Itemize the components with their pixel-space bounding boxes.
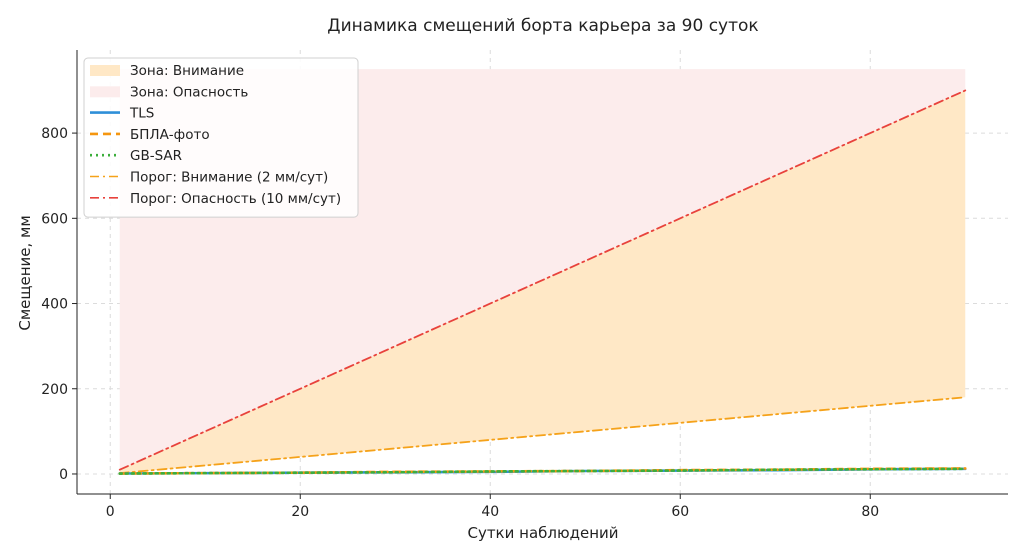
- series-line: [118, 467, 967, 475]
- legend-label: Зона: Опасность: [130, 84, 248, 100]
- x-tick-label: 20: [291, 504, 309, 520]
- legend-label: Порог: Внимание (2 мм/сут): [130, 170, 328, 186]
- y-axis-title: Смещение, мм: [16, 215, 34, 330]
- x-axis-title: Сутки наблюдений: [467, 524, 618, 542]
- legend-label: GB-SAR: [130, 148, 182, 164]
- zone-area: [119, 90, 966, 474]
- legend-swatch: [90, 86, 120, 98]
- series-line: [118, 89, 967, 471]
- series-line: [118, 396, 967, 475]
- legend-label: Порог: Опасность (10 мм/сут): [130, 191, 341, 207]
- x-tick-label: 60: [671, 504, 689, 520]
- y-tick-label: 0: [59, 467, 68, 483]
- x-tick-label: 40: [481, 504, 499, 520]
- legend-swatch: [90, 65, 120, 76]
- legend: Зона: Внимание Зона: Опасность TLS БПЛА-фот…: [83, 57, 359, 218]
- legend-label: БПЛА-фото: [130, 127, 210, 143]
- y-tick-label: 400: [41, 297, 68, 313]
- legend-box: [83, 57, 359, 218]
- legend-label: TLS: [129, 106, 154, 122]
- axes: [76, 50, 1008, 495]
- y-tick-label: 200: [41, 382, 68, 398]
- legend-label: Зона: Внимание: [130, 63, 244, 79]
- x-tick-label: 0: [106, 504, 115, 520]
- y-tick-label: 600: [41, 211, 68, 227]
- x-tick-label: 80: [861, 504, 879, 520]
- y-tick-label: 800: [41, 126, 68, 142]
- chart-title: Динамика смещений борта карьера за 90 су…: [327, 16, 758, 36]
- series-lines: [118, 89, 967, 475]
